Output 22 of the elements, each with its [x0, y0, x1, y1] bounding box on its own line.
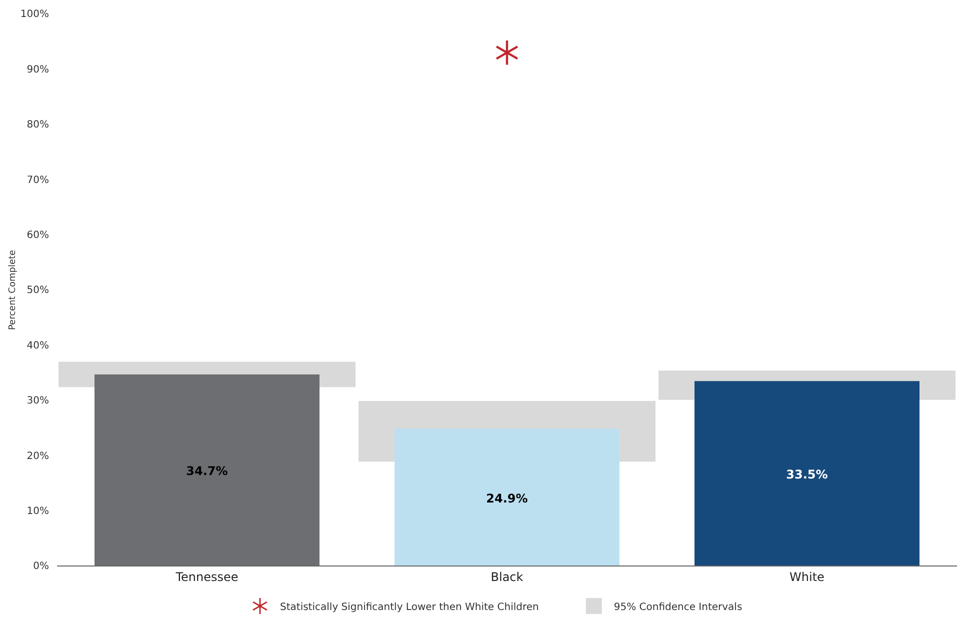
legend-label: Statistically Significantly Lower then White Children [280, 602, 539, 613]
y-tick-label: 50% [26, 285, 49, 296]
data-label: 34.7% [186, 464, 228, 478]
y-tick-label: 60% [26, 230, 49, 241]
y-tick-label: 40% [26, 340, 49, 352]
y-tick-label: 30% [26, 396, 49, 407]
bar [694, 381, 920, 566]
y-axis-title: Percent Complete [8, 249, 18, 330]
y-tick-label: 0% [33, 561, 49, 572]
y-tick-label: 80% [26, 120, 49, 131]
bar [394, 428, 620, 566]
x-tick-label: White [790, 570, 824, 584]
data-label: 24.9% [486, 491, 528, 506]
data-label: 33.5% [786, 468, 828, 482]
x-tick-label: Tennessee [174, 570, 238, 584]
legend-label: 95% Confidence Intervals [614, 602, 742, 613]
y-tick-label: 100% [20, 9, 49, 20]
y-tick-label: 20% [26, 450, 49, 462]
y-tick-label: 90% [26, 64, 49, 76]
y-tick-label: 70% [26, 174, 49, 186]
x-tick-label: Black [490, 570, 524, 584]
y-tick-label: 10% [26, 506, 49, 517]
